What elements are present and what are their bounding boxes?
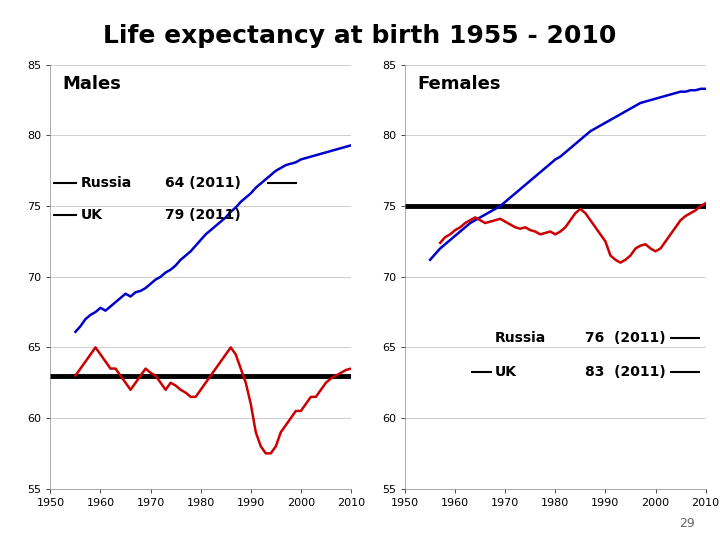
- Text: 79 (2011): 79 (2011): [165, 208, 240, 222]
- Text: Males: Males: [63, 76, 121, 93]
- Text: 83  (2011): 83 (2011): [585, 365, 666, 379]
- Text: Russia: Russia: [495, 331, 546, 345]
- Text: Russia: Russia: [81, 177, 132, 191]
- Text: UK: UK: [495, 365, 517, 379]
- Text: UK: UK: [81, 208, 102, 222]
- Text: Females: Females: [417, 76, 500, 93]
- Text: 29: 29: [679, 517, 695, 530]
- Text: 64 (2011): 64 (2011): [165, 177, 240, 191]
- Text: Life expectancy at birth 1955 - 2010: Life expectancy at birth 1955 - 2010: [103, 24, 617, 48]
- Text: 76  (2011): 76 (2011): [585, 331, 666, 345]
